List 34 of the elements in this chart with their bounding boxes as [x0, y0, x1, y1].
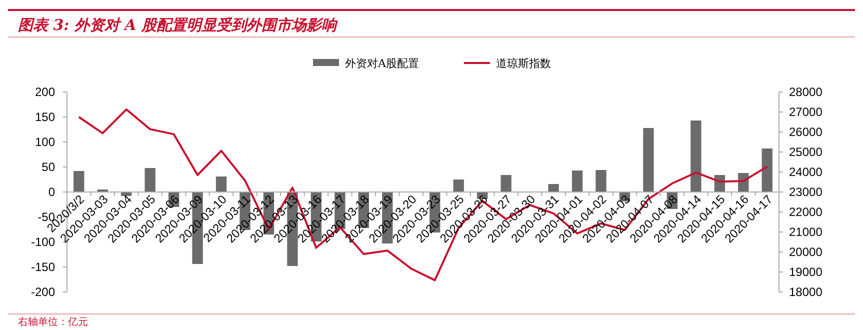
bar: [500, 175, 512, 192]
y2-tick-label: 27000: [789, 105, 823, 119]
y-tick-label: -100: [30, 235, 56, 249]
y-tick-label: 0: [48, 185, 56, 199]
y2-tick-label: 23000: [789, 185, 823, 199]
bar: [762, 148, 772, 192]
bar: [690, 120, 702, 192]
y2-tick-label: 25000: [789, 145, 823, 159]
bar: [144, 168, 156, 192]
y-tick-label: 200: [34, 85, 56, 99]
bar: [596, 170, 606, 192]
legend-label: 道琼斯指数: [496, 57, 551, 70]
chart-title: 图表 3: 外资对 A 股配置明显受到外围市场影响: [18, 16, 338, 34]
y-tick-label: 50: [42, 160, 56, 174]
legend-label: 外资对A股配置: [345, 57, 419, 70]
y2-tick-label: 20000: [789, 245, 823, 259]
y2-tick-label: 24000: [789, 165, 823, 179]
bar: [643, 128, 654, 192]
y-tick-label: 100: [34, 135, 56, 149]
bar: [74, 171, 84, 192]
text: 右轴单位：亿元: [18, 316, 88, 328]
bar: [548, 184, 559, 192]
bar: [453, 180, 464, 192]
y2-tick-label: 28000: [789, 85, 823, 99]
y-tick-label: 150: [34, 110, 56, 124]
y2-tick-label: 26000: [789, 125, 823, 139]
bar: [572, 170, 583, 192]
y2-tick-label: 21000: [789, 225, 823, 239]
y-tick-label: -150: [30, 260, 56, 274]
y2-tick-label: 19000: [789, 265, 823, 279]
y2-tick-label: 22000: [789, 205, 823, 219]
y-tick-label: -200: [30, 285, 56, 299]
y2-tick-label: 18000: [789, 285, 823, 299]
bar: [216, 176, 227, 192]
